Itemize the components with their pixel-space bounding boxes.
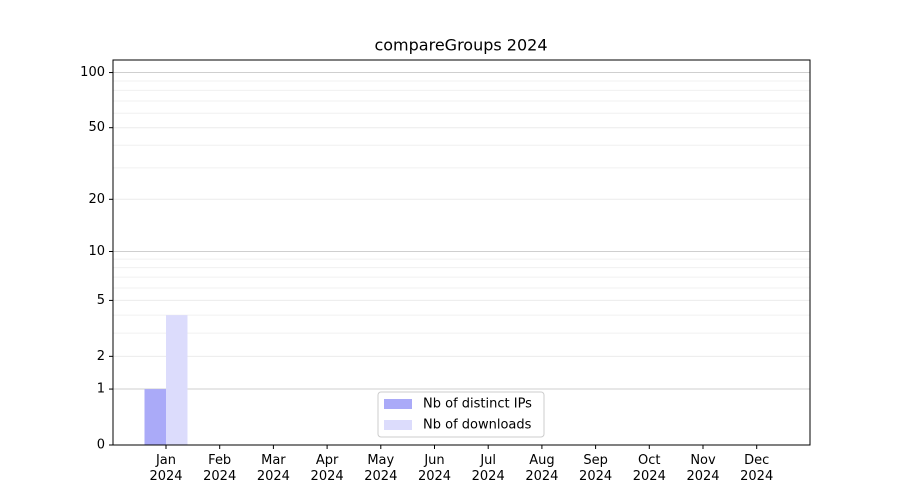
- y-tick-label: 2: [97, 349, 105, 364]
- x-tick-label: Sep 2024: [579, 453, 613, 484]
- x-tick-label: Jan 2024: [149, 453, 183, 484]
- x-tick-label: Mar 2024: [256, 453, 290, 484]
- plot-frame: [112, 59, 811, 446]
- chart-title: compareGroups 2024: [374, 36, 547, 55]
- y-tick-label: 5: [97, 293, 105, 308]
- bar: [166, 315, 188, 445]
- x-tick-label: Oct 2024: [632, 453, 666, 484]
- legend-swatch: [384, 399, 412, 409]
- legend-swatch: [384, 420, 412, 430]
- x-tick-label: Feb 2024: [203, 453, 237, 484]
- legend-label: Nb of downloads: [423, 418, 532, 433]
- x-tick-label: Jul 2024: [471, 453, 505, 484]
- bar: [144, 389, 166, 445]
- y-tick-label: 50: [88, 120, 105, 135]
- y-tick-label: 20: [88, 192, 105, 207]
- x-tick-label: Aug 2024: [525, 453, 559, 484]
- y-tick-label: 100: [80, 65, 105, 80]
- x-tick-label: Apr 2024: [310, 453, 344, 484]
- x-tick-label: Jun 2024: [417, 453, 452, 484]
- y-tick-label: 1: [97, 382, 105, 397]
- x-tick-label: Nov 2024: [686, 453, 720, 484]
- legend-label: Nb of distinct IPs: [423, 397, 532, 412]
- legend-box: [377, 391, 545, 438]
- y-tick-label: 0: [97, 438, 105, 453]
- y-tick-label: 10: [88, 244, 105, 259]
- x-tick-label: Dec 2024: [740, 453, 774, 484]
- x-tick-label: May 2024: [364, 453, 398, 484]
